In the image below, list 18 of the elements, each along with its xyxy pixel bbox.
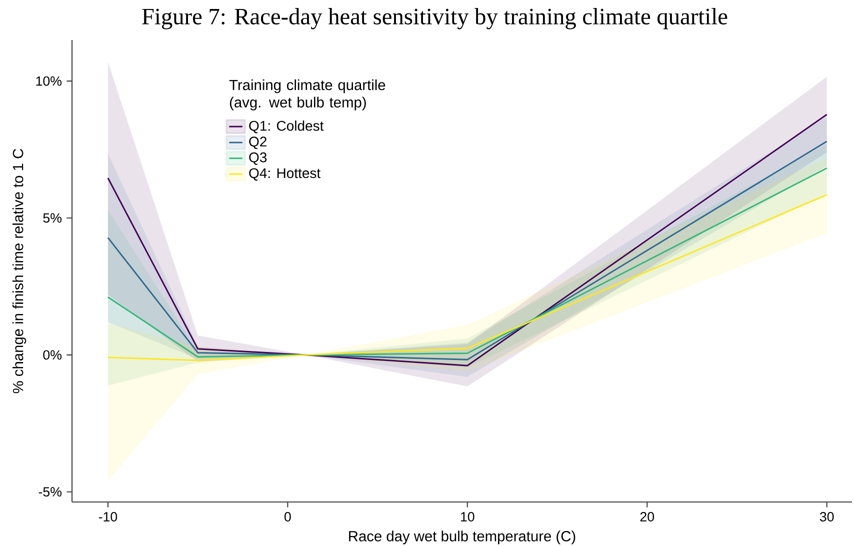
y-tick-label: -5% bbox=[38, 487, 62, 497]
x-tick-label: 10 bbox=[461, 512, 474, 522]
legend-label: Q3 bbox=[249, 152, 267, 165]
y-axis-title: % change in finish time relative to 1 C bbox=[12, 148, 26, 394]
legend-title: Training climate quartile (avg. wet bulb temp) bbox=[229, 79, 386, 110]
legend-label: Q2 bbox=[249, 136, 266, 150]
y-tick-label: 10% bbox=[36, 76, 62, 86]
x-tick-label: 30 bbox=[820, 512, 834, 522]
y-tick-label: 0% bbox=[43, 350, 62, 360]
legend-label: Q4: Hottest bbox=[249, 168, 321, 181]
y-tick-label: 5% bbox=[43, 213, 62, 223]
legend-label: Q1: Coldest bbox=[249, 120, 324, 134]
line-series bbox=[107, 194, 828, 362]
x-tick-label: 20 bbox=[640, 512, 654, 522]
x-tick-label: -10 bbox=[98, 512, 118, 522]
x-axis-title: Race day wet bulb temperature (C) bbox=[349, 530, 576, 544]
chart-title: Figure 7: Race-day heat sensitivity by training climate quartile bbox=[142, 8, 728, 30]
x-tick-label: 0 bbox=[284, 512, 291, 522]
